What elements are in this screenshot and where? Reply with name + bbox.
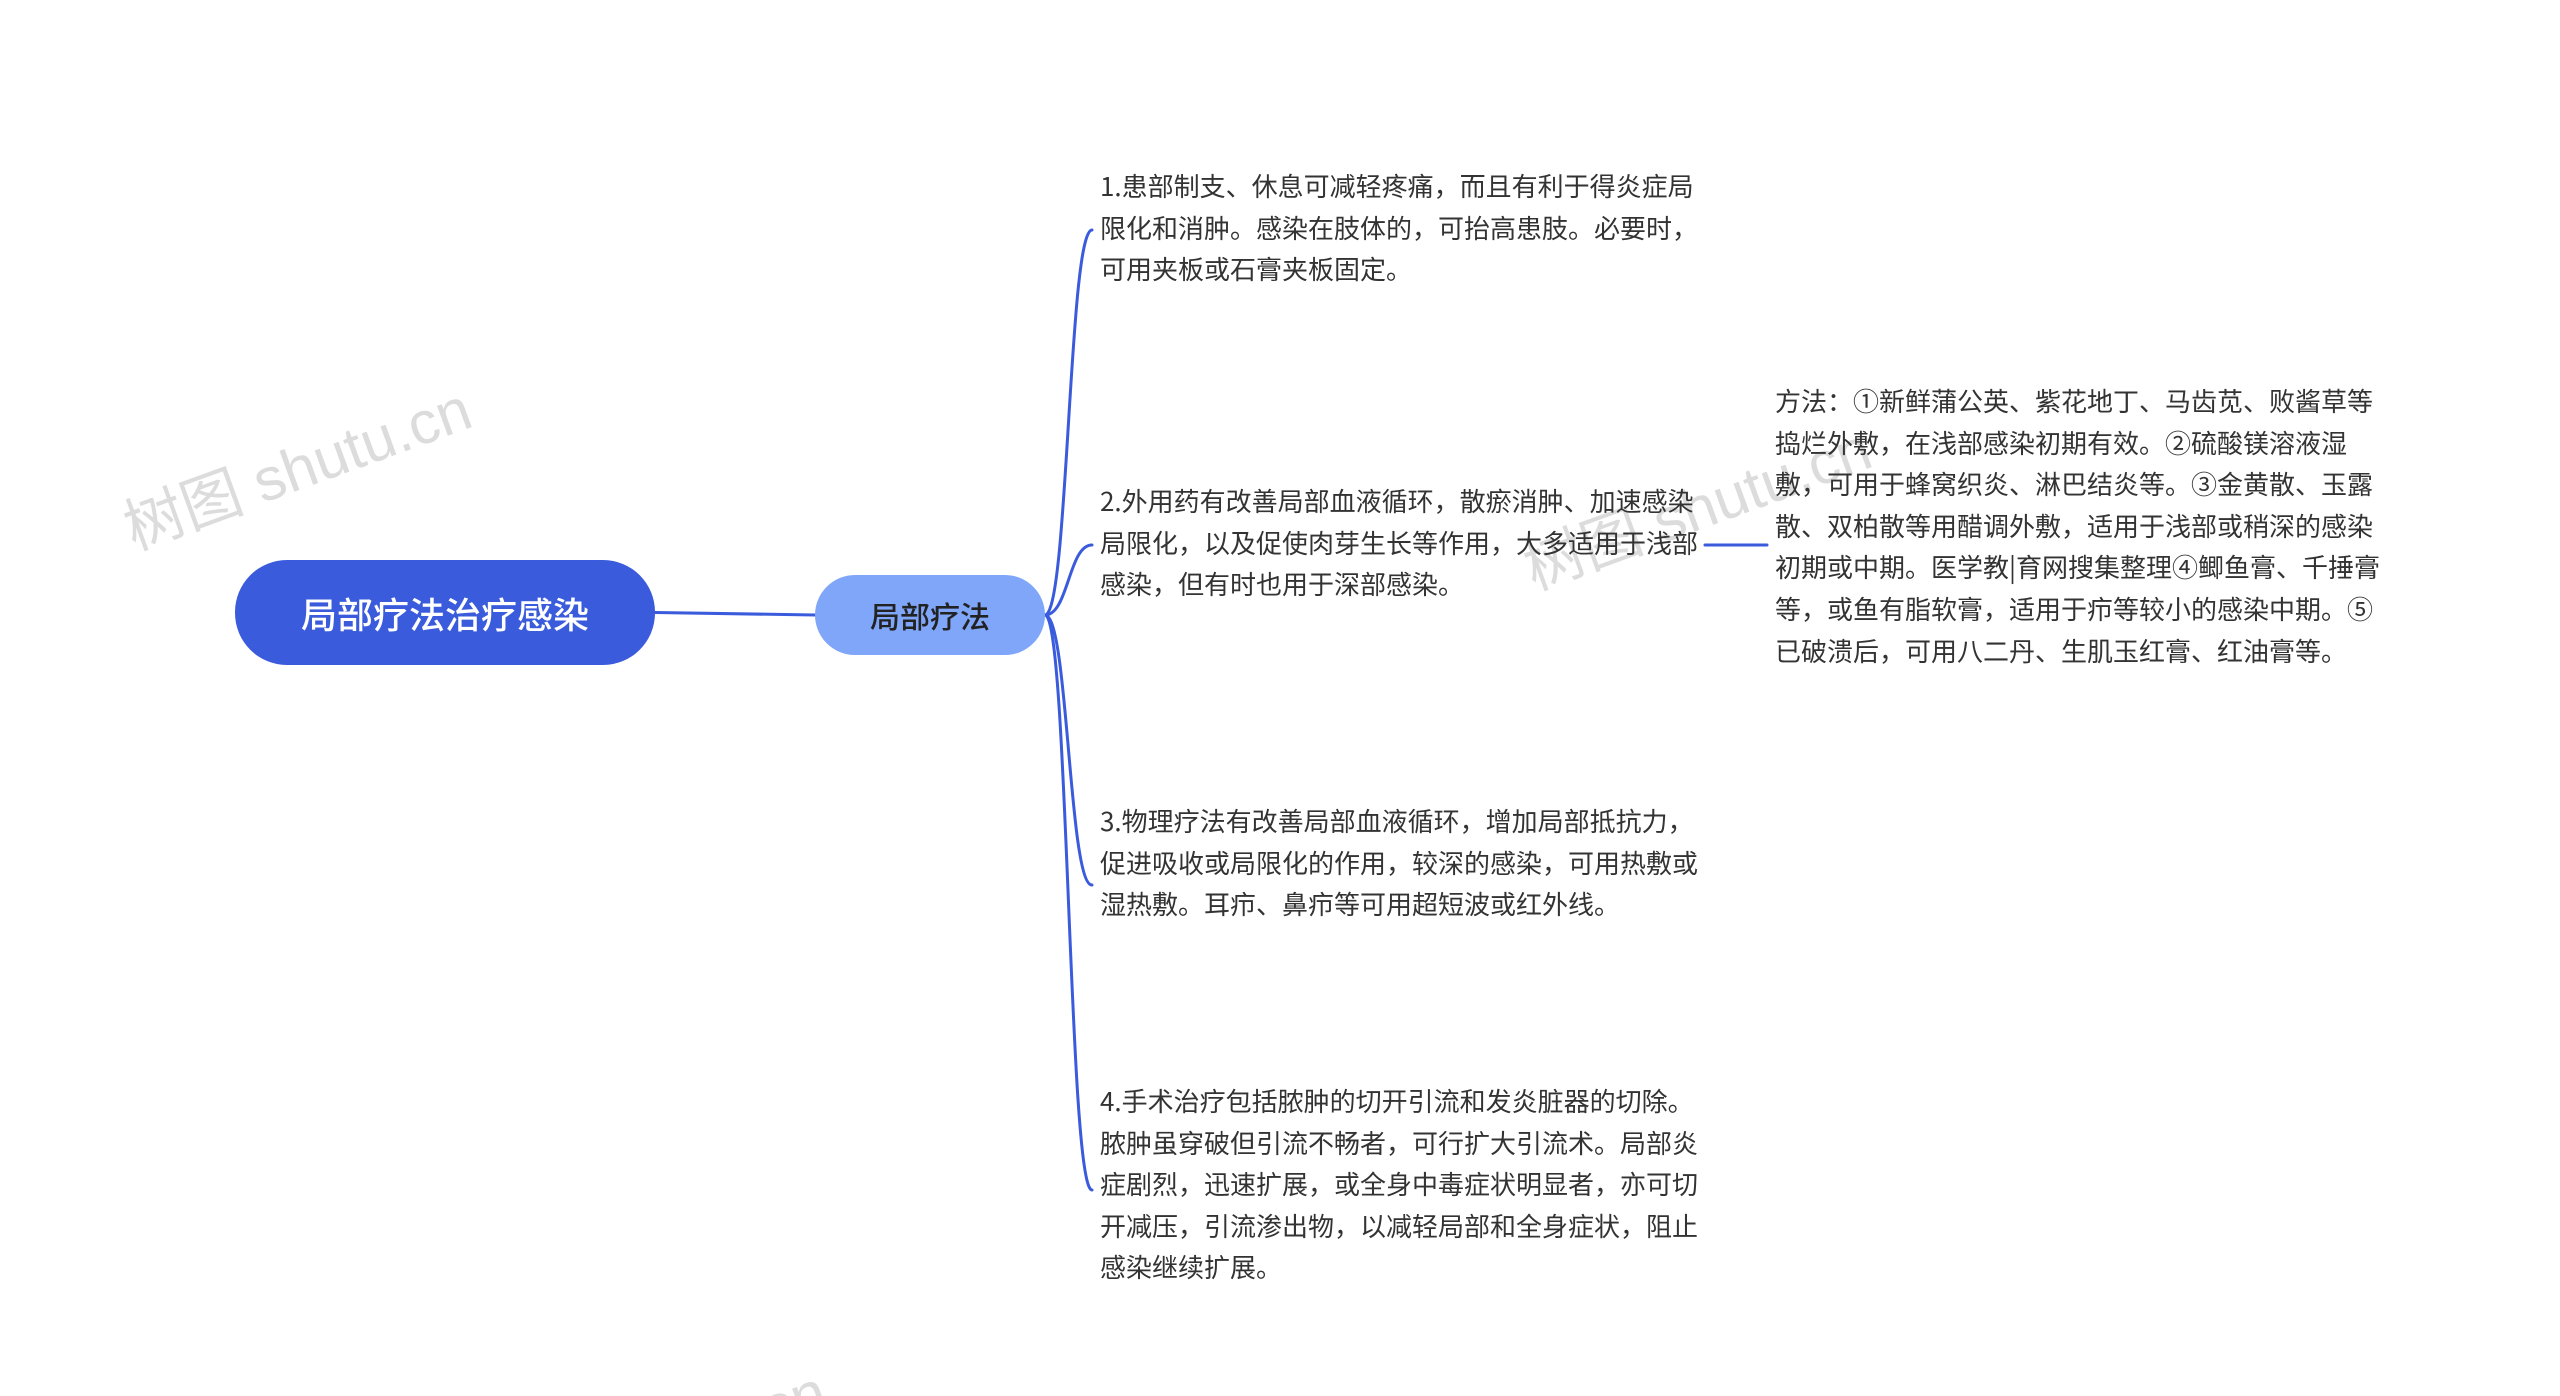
level2-node[interactable]: 局部疗法 — [815, 575, 1045, 655]
leaf-node-2[interactable]: 2.外用药有改善局部血液循环，散瘀消肿、加速感染局限化，以及促使肉芽生长等作用，… — [1100, 480, 1700, 605]
leaf-node-2-child[interactable]: 方法：①新鲜蒲公英、紫花地丁、马齿苋、败酱草等捣烂外敷，在浅部感染初期有效。②硫… — [1775, 380, 2395, 671]
leaf-text-1: 1.患部制支、休息可减轻疼痛，而且有利于得炎症局限化和消肿。感染在肢体的，可抬高… — [1100, 167, 1698, 287]
watermark-3: .cn — [736, 1357, 835, 1396]
leaf-text-2: 2.外用药有改善局部血液循环，散瘀消肿、加速感染局限化，以及促使肉芽生长等作用，… — [1100, 482, 1698, 602]
leaf-text-2-child: 方法：①新鲜蒲公英、紫花地丁、马齿苋、败酱草等捣烂外敷，在浅部感染初期有效。②硫… — [1775, 382, 2380, 669]
leaf-node-1[interactable]: 1.患部制支、休息可减轻疼痛，而且有利于得炎症局限化和消肿。感染在肢体的，可抬高… — [1100, 165, 1700, 290]
leaf-node-3[interactable]: 3.物理疗法有改善局部血液循环，增加局部抵抗力，促进吸收或局限化的作用，较深的感… — [1100, 800, 1700, 925]
root-node[interactable]: 局部疗法治疗感染 — [235, 560, 655, 665]
watermark-1: 树图 shutu.cn — [110, 361, 481, 567]
mindmap-canvas: 树图 shutu.cn 树图 shutu.cn .cn 局部疗法治疗感染 局部疗… — [0, 0, 2560, 1396]
leaf-node-4[interactable]: 4.手术治疗包括脓肿的切开引流和发炎脏器的切除。脓肿虽穿破但引流不畅者，可行扩大… — [1100, 1080, 1700, 1288]
level2-label: 局部疗法 — [870, 593, 990, 637]
root-label: 局部疗法治疗感染 — [301, 587, 589, 639]
leaf-text-3: 3.物理疗法有改善局部血液循环，增加局部抵抗力，促进吸收或局限化的作用，较深的感… — [1100, 802, 1698, 922]
leaf-text-4: 4.手术治疗包括脓肿的切开引流和发炎脏器的切除。脓肿虽穿破但引流不畅者，可行扩大… — [1100, 1082, 1698, 1285]
